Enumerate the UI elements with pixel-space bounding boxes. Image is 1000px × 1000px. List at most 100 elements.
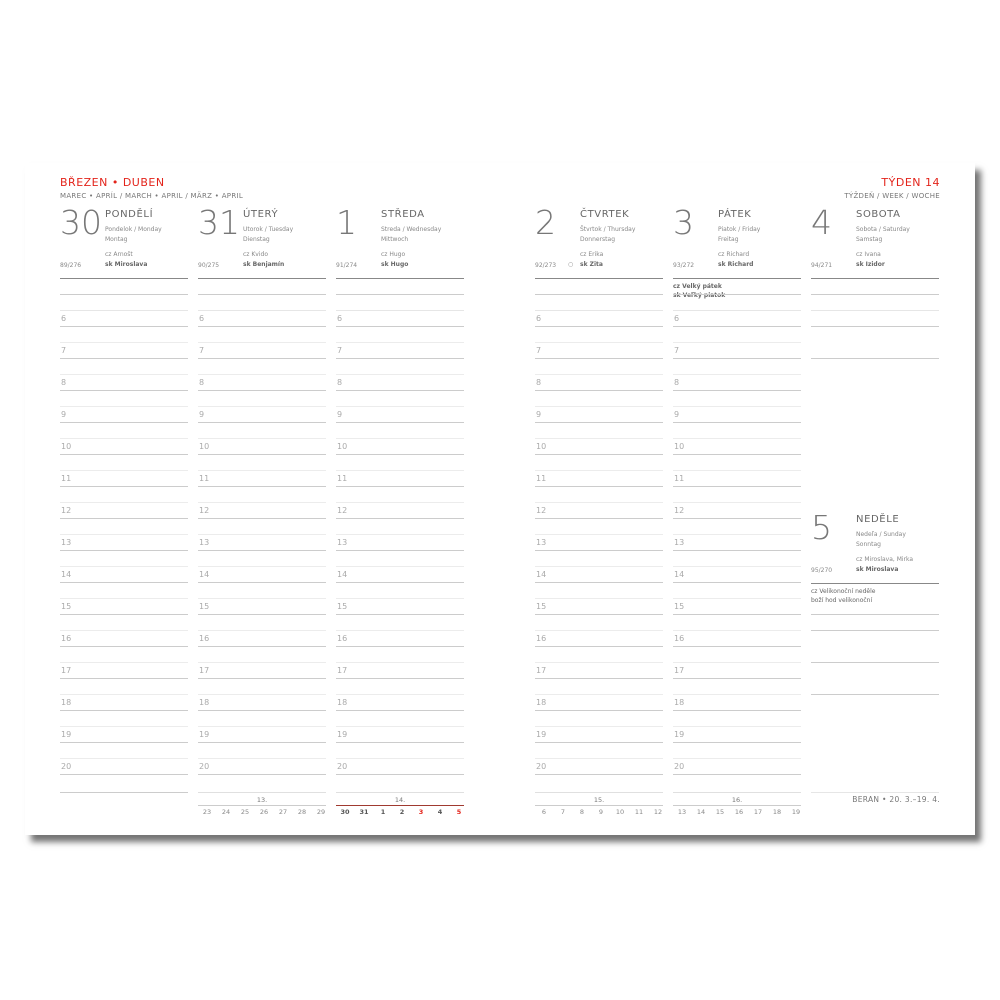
- hour-line: [336, 374, 464, 375]
- hour-line: [535, 678, 663, 679]
- mini-calendar-day[interactable]: 5: [456, 808, 462, 816]
- hour-label: 9: [337, 410, 343, 419]
- day-number: 31: [198, 203, 240, 242]
- note-line: [198, 294, 326, 295]
- mini-calendar-day[interactable]: 12: [653, 808, 663, 816]
- mini-calendar-day[interactable]: 18: [772, 808, 782, 816]
- hour-label: 7: [61, 346, 67, 355]
- divider: [535, 278, 663, 279]
- mini-calendar-day[interactable]: 8: [579, 808, 585, 816]
- hour-label: 11: [337, 474, 348, 483]
- mini-calendar-day[interactable]: 25: [240, 808, 250, 816]
- hour-line: [673, 438, 801, 439]
- note-line: [535, 310, 663, 311]
- hour-line: [535, 598, 663, 599]
- day-name: ČTVRTEK: [580, 209, 630, 220]
- mini-calendar-day[interactable]: 31: [359, 808, 369, 816]
- mini-calendar-day[interactable]: 19: [791, 808, 801, 816]
- mini-calendar-day[interactable]: 30: [340, 808, 350, 816]
- hour-label: 19: [199, 730, 210, 739]
- mini-calendar-day[interactable]: 27: [278, 808, 288, 816]
- mini-calendar-divider: [198, 805, 326, 806]
- hour-label: 9: [61, 410, 67, 419]
- hour-label: 15: [337, 602, 348, 611]
- hour-label: 13: [199, 538, 210, 547]
- note-line: [60, 310, 188, 311]
- mini-calendar-day[interactable]: 28: [297, 808, 307, 816]
- hour-label: 15: [199, 602, 210, 611]
- hour-label: 20: [61, 762, 72, 771]
- mini-calendar-day[interactable]: 13: [677, 808, 687, 816]
- mini-calendar-day[interactable]: 6: [541, 808, 547, 816]
- hour-line: [535, 694, 663, 695]
- day-name: SOBOTA: [856, 209, 901, 220]
- hour-line: [60, 598, 188, 599]
- hour-label: 10: [337, 442, 348, 451]
- hour-line: [673, 678, 801, 679]
- hour-label: 9: [536, 410, 542, 419]
- hour-line: [673, 502, 801, 503]
- mini-calendar-day[interactable]: 10: [615, 808, 625, 816]
- hour-line: [673, 726, 801, 727]
- hour-label: 12: [199, 506, 210, 515]
- hour-line: [60, 422, 188, 423]
- hour-label: 15: [61, 602, 72, 611]
- mini-calendar-day[interactable]: 7: [560, 808, 566, 816]
- note-line: [198, 310, 326, 311]
- note-line: [811, 310, 939, 311]
- day-name-translations: Nedeľa / Sunday: [856, 531, 906, 538]
- nameday-sk: sk Richard: [718, 261, 754, 268]
- hour-line: [60, 742, 188, 743]
- hour-line: [198, 630, 326, 631]
- hour-line: [673, 422, 801, 423]
- day-number: 4: [811, 203, 832, 242]
- note-line: [535, 294, 663, 295]
- week-title: TÝDEN 14: [881, 176, 940, 189]
- hour-line: [535, 422, 663, 423]
- mini-calendar-day[interactable]: 26: [259, 808, 269, 816]
- hour-line: [535, 342, 663, 343]
- hour-line: [60, 454, 188, 455]
- mini-calendar-day[interactable]: 2: [399, 808, 405, 816]
- hour-line: [60, 614, 188, 615]
- mini-calendar-day[interactable]: 16: [734, 808, 744, 816]
- nameday-cz: cz Miroslava, Mirka: [856, 556, 914, 563]
- hour-line: [60, 342, 188, 343]
- note-line: [811, 694, 939, 695]
- hour-line: [198, 374, 326, 375]
- hour-line: [198, 710, 326, 711]
- hour-line: [336, 662, 464, 663]
- hour-label: 19: [337, 730, 348, 739]
- mini-calendar-day[interactable]: 17: [753, 808, 763, 816]
- mini-calendar-day[interactable]: 3: [418, 808, 424, 816]
- hour-line: [673, 326, 801, 327]
- hour-line: [336, 518, 464, 519]
- hour-line: [60, 406, 188, 407]
- hour-line: [198, 758, 326, 759]
- mini-calendar-day[interactable]: 23: [202, 808, 212, 816]
- hour-line: [198, 726, 326, 727]
- mini-calendar-day[interactable]: 11: [634, 808, 644, 816]
- hour-line: [60, 470, 188, 471]
- hour-label: 16: [199, 634, 210, 643]
- mini-calendar-day[interactable]: 24: [221, 808, 231, 816]
- divider: [811, 583, 939, 584]
- mini-calendar-day[interactable]: 14: [696, 808, 706, 816]
- day-count: 95/270: [811, 567, 833, 574]
- day-number: 1: [336, 203, 357, 242]
- hour-label: 12: [536, 506, 547, 515]
- hour-label: 18: [199, 698, 210, 707]
- hour-label: 10: [674, 442, 685, 451]
- hour-line: [198, 422, 326, 423]
- hour-line: [535, 534, 663, 535]
- nameday-cz: cz Richard: [718, 251, 750, 258]
- mini-calendar-day[interactable]: 15: [715, 808, 725, 816]
- day-count: 90/275: [198, 262, 220, 269]
- mini-calendar-day[interactable]: 4: [437, 808, 443, 816]
- hour-label: 6: [674, 314, 680, 323]
- mini-calendar-day[interactable]: 9: [598, 808, 604, 816]
- mini-calendar-day[interactable]: 29: [316, 808, 326, 816]
- mini-calendar-day[interactable]: 1: [380, 808, 386, 816]
- hour-label: 19: [674, 730, 685, 739]
- hour-line: [60, 582, 188, 583]
